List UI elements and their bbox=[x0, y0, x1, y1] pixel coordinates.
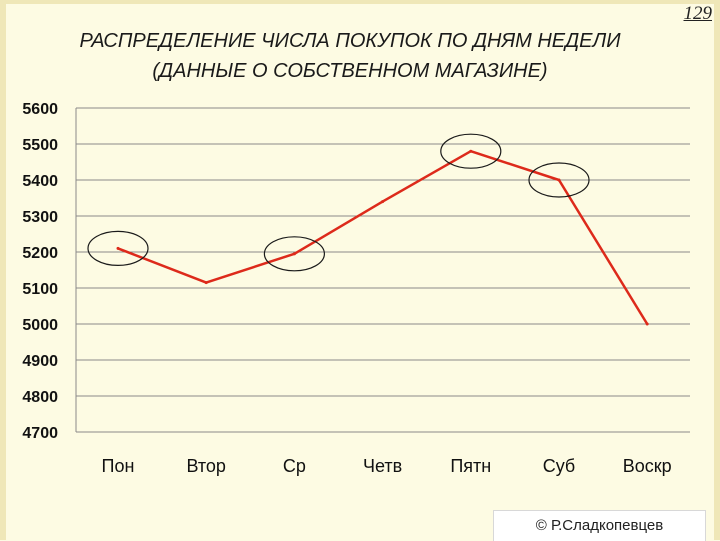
x-tick-label: Воскр bbox=[623, 456, 672, 476]
slide-frame-left bbox=[0, 0, 6, 540]
y-axis-ticks: 4700 4800 4900 5000 5100 5200 5300 5400 5500 5600 bbox=[22, 101, 58, 442]
grid-lines bbox=[75, 107, 690, 433]
data-point bbox=[292, 252, 296, 256]
highlight-circle bbox=[440, 133, 502, 169]
data-point bbox=[557, 178, 561, 182]
chart-title-line-2: (ДАННЫЕ О СОБСТВЕННОМ МАГАЗИНЕ) bbox=[152, 60, 548, 82]
slide-frame-top bbox=[0, 0, 720, 4]
y-tick-label: 4900 bbox=[22, 353, 58, 370]
chart-title-line-1: РАСПРЕДЕЛЕНИЕ ЧИСЛА ПОКУПОК ПО ДНЯМ НЕДЕ… bbox=[79, 30, 621, 52]
x-tick-label: Пон bbox=[102, 456, 135, 476]
data-point bbox=[116, 246, 120, 250]
x-axis-ticks: Пон Втор Ср Четв Пятн Суб Воскр bbox=[102, 456, 672, 476]
data-point bbox=[469, 149, 473, 153]
x-tick-label: Четв bbox=[363, 456, 402, 476]
y-tick-label: 4800 bbox=[22, 389, 58, 406]
data-point bbox=[204, 281, 208, 285]
y-tick-label: 5400 bbox=[22, 173, 58, 190]
series-polyline bbox=[117, 149, 649, 325]
y-tick-label: 5200 bbox=[22, 245, 58, 262]
y-tick-label: 5500 bbox=[22, 137, 58, 154]
x-tick-label: Ср bbox=[283, 456, 306, 476]
x-tick-label: Втор bbox=[186, 456, 225, 476]
highlight-circle bbox=[263, 236, 325, 272]
slide-frame-right bbox=[714, 0, 720, 540]
highlight-circle bbox=[87, 230, 149, 266]
chart-title: РАСПРЕДЕЛЕНИЕ ЧИСЛА ПОКУПОК ПО ДНЯМ НЕДЕ… bbox=[20, 26, 680, 86]
x-tick-label: Пятн bbox=[450, 456, 491, 476]
slide-number: 129 bbox=[683, 3, 713, 24]
y-tick-label: 5000 bbox=[22, 317, 58, 334]
data-point bbox=[645, 322, 649, 326]
y-tick-label: 5600 bbox=[22, 101, 58, 118]
highlight-circles bbox=[87, 133, 590, 272]
data-point bbox=[381, 200, 385, 204]
y-tick-label: 5300 bbox=[22, 209, 58, 226]
copyright-label: © Р.Сладкопевцев bbox=[493, 510, 706, 541]
y-tick-label: 5100 bbox=[22, 281, 58, 298]
x-tick-label: Суб bbox=[543, 456, 576, 476]
highlight-circle bbox=[528, 162, 590, 198]
series-line bbox=[116, 149, 649, 326]
y-tick-label: 4700 bbox=[22, 425, 58, 442]
